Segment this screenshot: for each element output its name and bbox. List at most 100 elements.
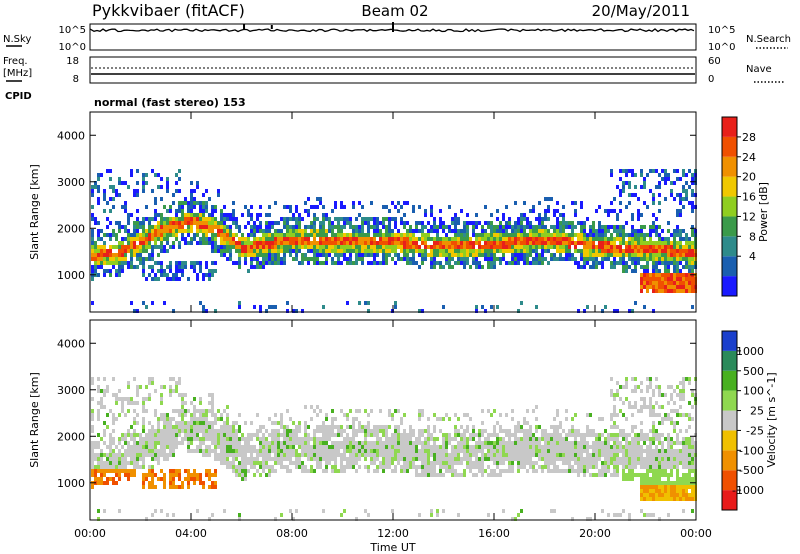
heatmap-cell xyxy=(598,237,601,241)
heatmap-cell xyxy=(661,469,664,473)
heatmap-cell xyxy=(568,453,571,457)
heatmap-cell xyxy=(574,225,577,229)
heatmap-cell xyxy=(394,245,397,249)
heatmap-cell xyxy=(691,253,694,257)
heatmap-cell xyxy=(670,273,673,277)
heatmap-cell xyxy=(397,233,400,237)
heatmap-cell xyxy=(148,257,151,261)
heatmap-cell xyxy=(307,209,310,213)
heatmap-cell xyxy=(499,261,502,265)
heatmap-cell xyxy=(646,233,649,237)
heatmap-cell xyxy=(526,449,529,453)
heatmap-cell xyxy=(97,257,100,261)
heatmap-cell xyxy=(121,249,124,253)
heatmap-cell xyxy=(352,421,355,425)
heatmap-cell xyxy=(193,409,196,413)
heatmap-cell xyxy=(688,249,691,253)
heatmap-cell xyxy=(232,201,235,205)
heatmap-cell xyxy=(640,445,643,449)
heatmap-cell xyxy=(625,173,628,177)
heatmap-cell xyxy=(673,409,676,413)
heatmap-cell xyxy=(658,269,661,273)
heatmap-cell xyxy=(622,181,625,185)
heatmap-cell xyxy=(367,237,370,241)
colorbar-frame xyxy=(721,116,738,297)
heatmap-cell xyxy=(601,229,604,233)
heatmap-cell xyxy=(211,425,214,429)
heatmap-cell xyxy=(661,445,664,449)
heatmap-cell xyxy=(562,461,565,465)
heatmap-cell xyxy=(154,277,157,281)
heatmap-cell xyxy=(643,401,646,405)
heatmap-cell xyxy=(505,229,508,233)
heatmap-cell xyxy=(454,445,457,449)
heatmap-cell xyxy=(214,433,217,437)
heatmap-cell xyxy=(544,433,547,437)
heatmap-cell xyxy=(196,509,199,513)
heatmap-cell xyxy=(178,265,181,269)
heatmap-cell xyxy=(289,453,292,457)
heatmap-cell xyxy=(427,453,430,457)
heatmap-cell xyxy=(139,257,142,261)
heatmap-cell xyxy=(421,409,424,413)
heatmap-cell xyxy=(376,429,379,433)
heatmap-cell xyxy=(520,257,523,261)
heatmap-cell xyxy=(142,221,145,225)
heatmap-cell xyxy=(175,473,178,477)
heatmap-cell xyxy=(388,449,391,453)
heatmap-cell xyxy=(421,257,424,261)
heatmap-cell xyxy=(433,445,436,449)
heatmap-cell xyxy=(649,225,652,229)
heatmap-cell xyxy=(436,225,439,229)
heatmap-cell xyxy=(178,169,181,173)
heatmap-cell xyxy=(349,441,352,445)
heatmap-cell xyxy=(622,401,625,405)
heatmap-cell xyxy=(622,265,625,269)
heatmap-cell xyxy=(304,465,307,469)
heatmap-cell xyxy=(382,253,385,257)
heatmap-cell xyxy=(364,409,367,413)
heatmap-cell xyxy=(142,229,145,233)
heatmap-cell xyxy=(382,425,385,429)
heatmap-cell xyxy=(199,449,202,453)
heatmap-cell xyxy=(115,269,118,273)
heatmap-cell xyxy=(262,449,265,453)
heatmap-cell xyxy=(541,225,544,229)
heatmap-cell xyxy=(127,473,130,477)
heatmap-cell xyxy=(487,437,490,441)
heatmap-cell xyxy=(334,261,337,265)
heatmap-cell xyxy=(529,461,532,465)
heatmap-cell xyxy=(226,413,229,417)
heatmap-cell xyxy=(493,225,496,229)
heatmap-cell xyxy=(241,245,244,249)
heatmap-cell xyxy=(493,453,496,457)
heatmap-cell xyxy=(571,465,574,469)
heatmap-cell xyxy=(271,433,274,437)
heatmap-cell xyxy=(547,245,550,249)
heatmap-cell xyxy=(415,241,418,245)
heatmap-cell xyxy=(463,449,466,453)
heatmap-cell xyxy=(142,397,145,401)
heatmap-cell xyxy=(91,301,94,305)
heatmap-cell xyxy=(679,285,682,289)
heatmap-cell xyxy=(529,429,532,433)
heatmap-cell xyxy=(667,285,670,289)
heatmap-cell xyxy=(481,253,484,257)
heatmap-cell xyxy=(664,253,667,257)
heatmap-cell xyxy=(517,225,520,229)
heatmap-cell xyxy=(526,433,529,437)
heatmap-cell xyxy=(418,205,421,209)
heatmap-cell xyxy=(541,465,544,469)
heatmap-cell xyxy=(625,261,628,265)
heatmap-cell xyxy=(445,461,448,465)
heatmap-cell xyxy=(307,237,310,241)
heatmap-cell xyxy=(277,461,280,465)
heatmap-cell xyxy=(400,217,403,221)
heatmap-cell xyxy=(175,437,178,441)
heatmap-cell xyxy=(664,177,667,181)
heatmap-cell xyxy=(163,421,166,425)
heatmap-cell xyxy=(196,437,199,441)
heatmap-cell xyxy=(484,241,487,245)
heatmap-cell xyxy=(610,449,613,453)
heatmap-cell xyxy=(430,509,433,513)
